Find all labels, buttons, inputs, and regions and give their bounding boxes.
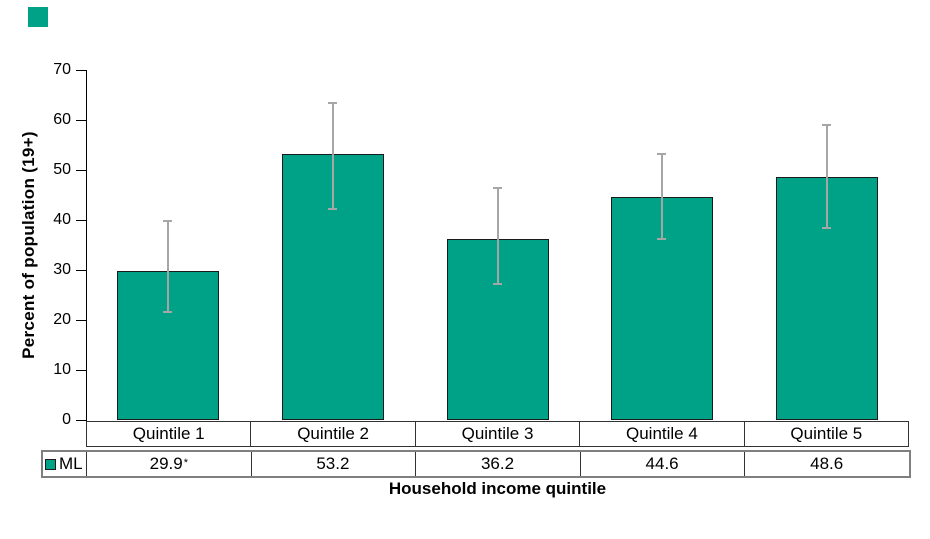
y-tick-label: 30	[53, 261, 71, 278]
y-tick	[76, 320, 86, 321]
error-bar-cap-top	[328, 101, 337, 104]
y-tick-label: 0	[62, 411, 71, 428]
y-tick-label: 10	[53, 361, 71, 378]
table-value-cell: 36.2	[415, 452, 580, 476]
y-tick	[76, 70, 86, 71]
table-value: 29.9	[149, 454, 183, 473]
error-bar-line	[661, 154, 663, 239]
category-header-row: Quintile 1 Quintile 2 Quintile 3 Quintil…	[86, 421, 909, 447]
error-bar-line	[497, 188, 499, 284]
y-tick-label: 60	[53, 111, 71, 128]
error-bar-line	[826, 124, 828, 228]
category-header-cell: Quintile 1	[132, 424, 205, 443]
category-header-cell: Quintile 2	[250, 422, 414, 446]
error-bar-cap-bottom	[328, 207, 337, 210]
legend-data-row: ML 29.9 * 53.2 36.2 44.6 48.6	[41, 450, 911, 478]
legend-label: ML	[59, 454, 83, 473]
table-value: 36.2	[480, 454, 515, 473]
error-bar-cap-bottom	[493, 282, 502, 285]
series-color-chip	[28, 7, 48, 27]
y-tick-label: 70	[53, 61, 71, 78]
y-tick	[76, 420, 86, 421]
legend-cell: ML	[43, 452, 86, 476]
y-tick	[76, 270, 86, 271]
error-bar-line	[332, 102, 334, 209]
error-bar-cap-top	[493, 187, 502, 189]
y-tick	[76, 370, 86, 371]
y-tick	[76, 170, 86, 171]
y-tick-label: 40	[53, 211, 71, 228]
table-value-cell: 29.9 *	[86, 452, 251, 476]
significance-asterisk: *	[183, 457, 188, 469]
table-value: 48.6	[810, 454, 844, 473]
error-bar-cap-top	[822, 123, 831, 126]
table-value: 44.6	[645, 454, 679, 473]
table-value-cell: 48.6	[744, 452, 909, 476]
y-axis-line	[86, 70, 87, 422]
table-value: 53.2	[316, 454, 350, 473]
x-axis-title: Household income quintile	[388, 479, 607, 498]
error-bar-cap-bottom	[657, 237, 666, 240]
error-bar-cap-top	[657, 153, 666, 155]
legend-marker-ml	[45, 458, 56, 470]
y-axis-title: Percent of population (19+)	[19, 131, 38, 359]
y-tick	[76, 120, 86, 121]
y-tick	[76, 220, 86, 221]
table-value-cell: 53.2	[250, 452, 416, 476]
error-bar-line	[167, 221, 169, 312]
category-header-cell: Quintile 4	[579, 422, 743, 446]
error-bar-cap-bottom	[163, 311, 172, 313]
y-tick-label: 50	[53, 161, 71, 178]
category-header-cell: Quintile 3	[414, 422, 579, 446]
error-bar-cap-top	[163, 220, 172, 222]
error-bar-cap-bottom	[822, 227, 831, 229]
category-header-cell: Quintile 5	[743, 422, 908, 446]
y-tick-label: 20	[53, 311, 71, 328]
table-value-cell: 44.6	[579, 452, 745, 476]
